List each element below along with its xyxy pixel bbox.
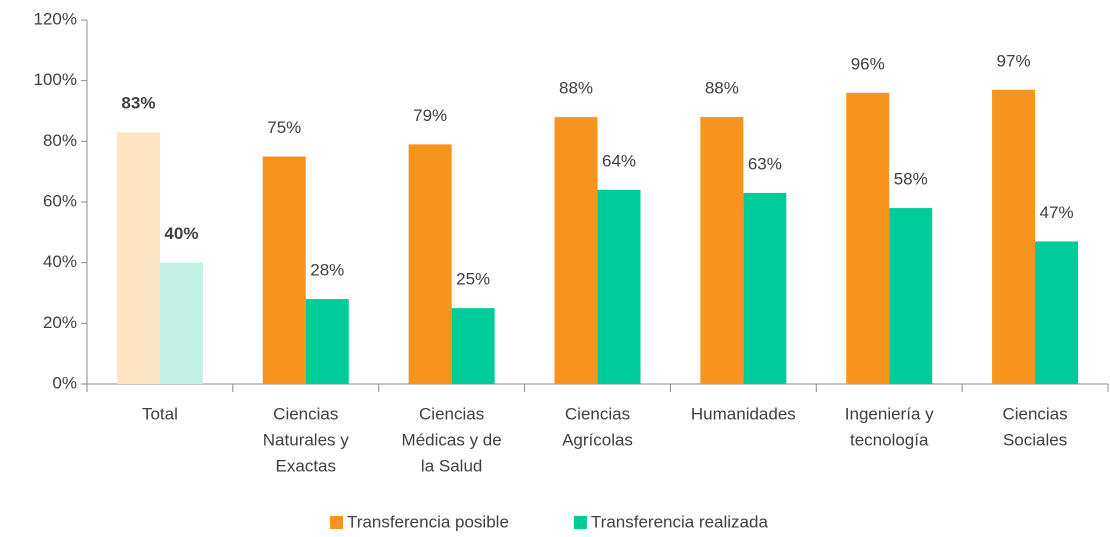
value-label: 96% (851, 54, 885, 73)
bar (305, 299, 349, 384)
bar (700, 117, 744, 385)
legend-label: Transferencia realizada (591, 512, 769, 531)
x-tick-label: Naturales y (263, 430, 349, 449)
y-tick-label: 80% (43, 131, 77, 150)
value-label: 28% (310, 261, 344, 280)
value-label: 88% (705, 79, 739, 98)
x-tick-label: Ingeniería y (845, 404, 934, 423)
legend-swatch (573, 516, 587, 529)
bar (889, 208, 933, 384)
bar (846, 92, 890, 385)
bar (992, 89, 1036, 385)
value-label: 97% (997, 51, 1031, 70)
x-tick-label: la Salud (421, 456, 482, 475)
value-label: 64% (602, 151, 636, 170)
y-tick-label: 0% (52, 373, 77, 392)
bar (1035, 241, 1079, 384)
value-label: 25% (456, 270, 490, 289)
value-label: 40% (164, 224, 198, 243)
value-label: 47% (1040, 203, 1074, 222)
x-tick-label: Agrícolas (562, 430, 633, 449)
value-label: 79% (413, 106, 447, 125)
y-tick-label: 20% (43, 313, 77, 332)
bar (159, 262, 203, 384)
y-tick-label: 40% (43, 252, 77, 271)
x-tick-label: Ciencias (273, 404, 338, 423)
y-tick-label: 100% (34, 70, 77, 89)
bar (116, 132, 160, 384)
bar (262, 156, 306, 384)
bar (451, 308, 495, 384)
x-tick-label: tecnología (850, 430, 929, 449)
legend-label: Transferencia posible (347, 512, 509, 531)
x-tick-label: Ciencias (565, 404, 630, 423)
bar (554, 117, 598, 385)
x-tick-label: Ciencias (1002, 404, 1067, 423)
y-tick-label: 120% (34, 9, 77, 28)
x-tick-label: Médicas y de (402, 430, 502, 449)
bar (408, 144, 452, 384)
legend-swatch (330, 516, 343, 529)
x-tick-label: Exactas (276, 456, 336, 475)
x-tick-label: Total (142, 404, 178, 423)
value-label: 58% (894, 170, 928, 189)
bar (597, 189, 641, 384)
x-tick-label: Sociales (1003, 430, 1067, 449)
value-label: 63% (748, 154, 782, 173)
value-label: 75% (267, 118, 301, 137)
value-label: 88% (559, 79, 593, 98)
y-tick-label: 60% (43, 191, 77, 210)
x-tick-label: Humanidades (691, 404, 796, 423)
x-tick-label: Ciencias (419, 404, 484, 423)
value-label: 83% (121, 94, 155, 113)
bar (743, 192, 787, 384)
